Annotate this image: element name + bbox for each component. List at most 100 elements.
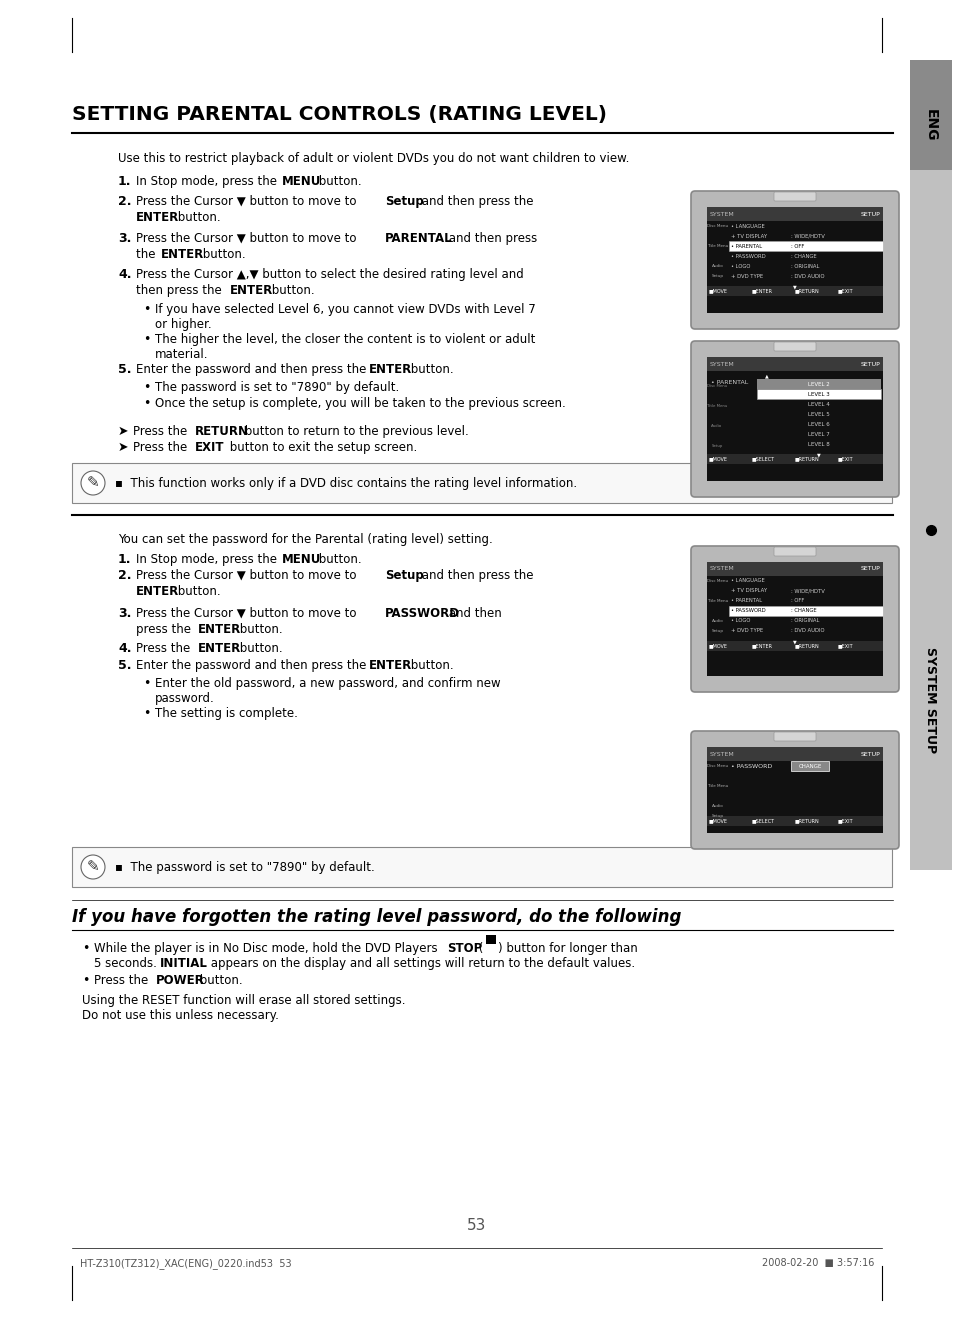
Text: •: • (143, 333, 151, 347)
Text: The password is set to "7890" by default.: The password is set to "7890" by default… (154, 381, 399, 394)
Text: and then press the: and then press the (417, 195, 533, 208)
FancyBboxPatch shape (690, 341, 898, 497)
Text: SETUP: SETUP (860, 361, 879, 366)
Text: ■MOVE: ■MOVE (708, 289, 727, 294)
Text: ■EXIT: ■EXIT (837, 456, 853, 461)
Text: : WIDE/HDTV: : WIDE/HDTV (790, 233, 824, 239)
Text: 1.: 1. (118, 554, 132, 565)
Bar (706, 641, 882, 651)
Text: Setup: Setup (711, 444, 722, 448)
Text: Setup: Setup (385, 195, 423, 208)
Text: Setup: Setup (385, 569, 423, 583)
Text: button to exit the setup screen.: button to exit the setup screen. (226, 442, 416, 453)
Text: ■ENTER: ■ENTER (751, 643, 772, 648)
Text: CHANGE: CHANGE (798, 763, 821, 768)
Text: SYSTEM: SYSTEM (709, 211, 734, 216)
Bar (706, 453, 882, 464)
Text: Setup: Setup (711, 274, 723, 278)
Text: ■SELECT: ■SELECT (751, 456, 774, 461)
Text: + DVD TYPE: + DVD TYPE (730, 629, 762, 634)
Text: Setup: Setup (711, 815, 723, 818)
Text: ■RETURN: ■RETURN (794, 456, 819, 461)
FancyBboxPatch shape (690, 731, 898, 849)
Bar (909, 61, 951, 190)
Text: Once the setup is complete, you will be taken to the previous screen.: Once the setup is complete, you will be … (154, 397, 565, 410)
Text: : DVD AUDIO: : DVD AUDIO (790, 629, 823, 634)
Text: ▪  This function works only if a DVD disc contains the rating level information.: ▪ This function works only if a DVD disc… (115, 477, 577, 489)
Text: + TV DISPLAY: + TV DISPLAY (730, 589, 766, 593)
Text: Press the: Press the (132, 424, 191, 438)
Text: In Stop mode, press the: In Stop mode, press the (136, 175, 280, 188)
Text: SYSTEM SETUP: SYSTEM SETUP (923, 647, 937, 753)
Text: button.: button. (195, 974, 242, 987)
Text: 2008-02-20  ■ 3:57:16: 2008-02-20 ■ 3:57:16 (760, 1257, 873, 1268)
Text: The setting is complete.: The setting is complete. (154, 706, 297, 720)
Bar (728, 241, 882, 250)
Bar (706, 816, 882, 826)
Text: LEVEL 2: LEVEL 2 (807, 381, 829, 386)
Text: ✎: ✎ (87, 476, 99, 490)
Text: • LANGUAGE: • LANGUAGE (730, 224, 764, 228)
Text: ■EXIT: ■EXIT (837, 818, 853, 824)
Bar (728, 606, 882, 616)
Text: ) button for longer than: ) button for longer than (497, 942, 638, 956)
Text: PARENTAL: PARENTAL (385, 232, 452, 245)
Text: Disc Menu: Disc Menu (707, 764, 728, 768)
Text: material.: material. (154, 348, 209, 361)
Text: + TV DISPLAY: + TV DISPLAY (730, 233, 766, 239)
Bar (71, 463, 891, 503)
Text: (: ( (475, 942, 483, 956)
Text: ■EXIT: ■EXIT (837, 289, 853, 294)
Text: ENTER: ENTER (161, 248, 204, 261)
Text: ▼: ▼ (792, 639, 796, 645)
Text: SETTING PARENTAL CONTROLS (RATING LEVEL): SETTING PARENTAL CONTROLS (RATING LEVEL) (71, 105, 606, 124)
Text: ■MOVE: ■MOVE (708, 818, 727, 824)
Text: • PASSWORD: • PASSWORD (730, 763, 771, 768)
Text: Press the Cursor ▼ button to move to: Press the Cursor ▼ button to move to (136, 569, 360, 583)
Text: ■ENTER: ■ENTER (751, 289, 772, 294)
Bar (706, 357, 882, 370)
Text: 5 seconds.: 5 seconds. (94, 957, 160, 970)
Text: LEVEL 5: LEVEL 5 (807, 411, 829, 416)
Text: ENTER: ENTER (136, 585, 179, 598)
Bar (706, 561, 882, 576)
Text: ✎: ✎ (87, 859, 99, 875)
Text: 53: 53 (467, 1218, 486, 1234)
Text: •: • (82, 942, 90, 956)
Text: button.: button. (235, 623, 282, 637)
Text: button.: button. (407, 362, 453, 376)
Text: LEVEL 6: LEVEL 6 (807, 422, 829, 427)
Text: 1.: 1. (118, 175, 132, 188)
Text: • PARENTAL: • PARENTAL (710, 380, 747, 385)
Bar (71, 847, 891, 887)
Text: SETUP: SETUP (860, 211, 879, 216)
Text: ■EXIT: ■EXIT (837, 643, 853, 648)
Text: ▼: ▼ (792, 283, 796, 289)
Text: 5.: 5. (118, 362, 132, 376)
Text: •: • (143, 397, 151, 410)
Text: ▪  The password is set to "7890" by default.: ▪ The password is set to "7890" by defau… (115, 861, 375, 874)
Text: ■RETURN: ■RETURN (794, 289, 819, 294)
Text: 2.: 2. (118, 569, 132, 583)
Text: SYSTEM: SYSTEM (709, 567, 734, 572)
Text: or higher.: or higher. (154, 318, 212, 331)
Text: Press the: Press the (132, 442, 191, 453)
Text: PASSWORD: PASSWORD (385, 608, 459, 619)
Text: ENTER: ENTER (136, 211, 179, 224)
Text: ➤: ➤ (118, 442, 129, 453)
Text: Enter the password and then press the: Enter the password and then press the (136, 659, 370, 672)
FancyBboxPatch shape (690, 191, 898, 330)
Text: Title Menu: Title Menu (706, 598, 728, 604)
Text: and then: and then (444, 608, 501, 619)
FancyBboxPatch shape (773, 341, 815, 351)
Text: Disc Menu: Disc Menu (707, 224, 728, 228)
Text: • PASSWORD: • PASSWORD (730, 253, 765, 258)
Text: ENTER: ENTER (369, 362, 412, 376)
Text: ■RETURN: ■RETURN (794, 818, 819, 824)
Text: Setup: Setup (711, 629, 723, 633)
Text: ENTER: ENTER (369, 659, 412, 672)
Text: Press the Cursor ▲,▼ button to select the desired rating level and: Press the Cursor ▲,▼ button to select th… (136, 268, 523, 281)
Text: : ORIGINAL: : ORIGINAL (790, 264, 819, 269)
Text: EXIT: EXIT (194, 442, 224, 453)
Text: While the player is in No Disc mode, hold the DVD Players: While the player is in No Disc mode, hol… (94, 942, 441, 956)
